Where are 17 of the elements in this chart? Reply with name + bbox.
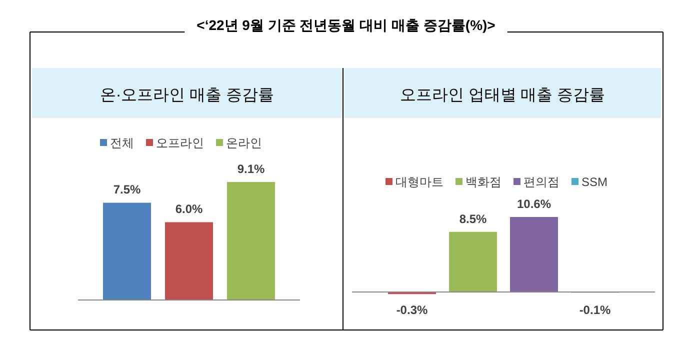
legend-label: 편의점 — [523, 175, 560, 189]
data-label: 9.1% — [237, 162, 265, 176]
legend-label: 전체 — [110, 136, 134, 150]
chart-subtitle: 오프라인 업태별 매출 증감률 — [400, 87, 606, 104]
text: <‘22년 9월 기준 전년동월 대비 매출 증감률(%)> — [196, 17, 496, 33]
chart-subtitle: 온·오프라인 매출 증감률 — [100, 87, 274, 104]
data-label: -0.3% — [396, 303, 428, 317]
legend-label: 백화점 — [465, 175, 502, 189]
legend-label: 온라인 — [226, 136, 262, 150]
data-label: 7.5% — [113, 182, 141, 197]
data-label: 10.6% — [516, 197, 552, 211]
data-label: 6.0% — [175, 202, 203, 216]
data-label: 8.5% — [459, 212, 487, 226]
data-label: -0.1% — [579, 303, 611, 317]
legend-label: SSM — [581, 175, 608, 189]
legend-label: 대형마트 — [395, 175, 444, 189]
legend-label: 오프라인 — [156, 136, 204, 150]
